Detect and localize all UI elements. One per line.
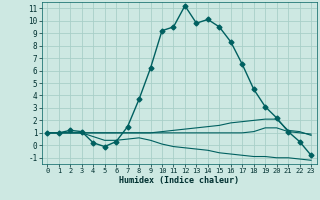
X-axis label: Humidex (Indice chaleur): Humidex (Indice chaleur) bbox=[119, 176, 239, 185]
